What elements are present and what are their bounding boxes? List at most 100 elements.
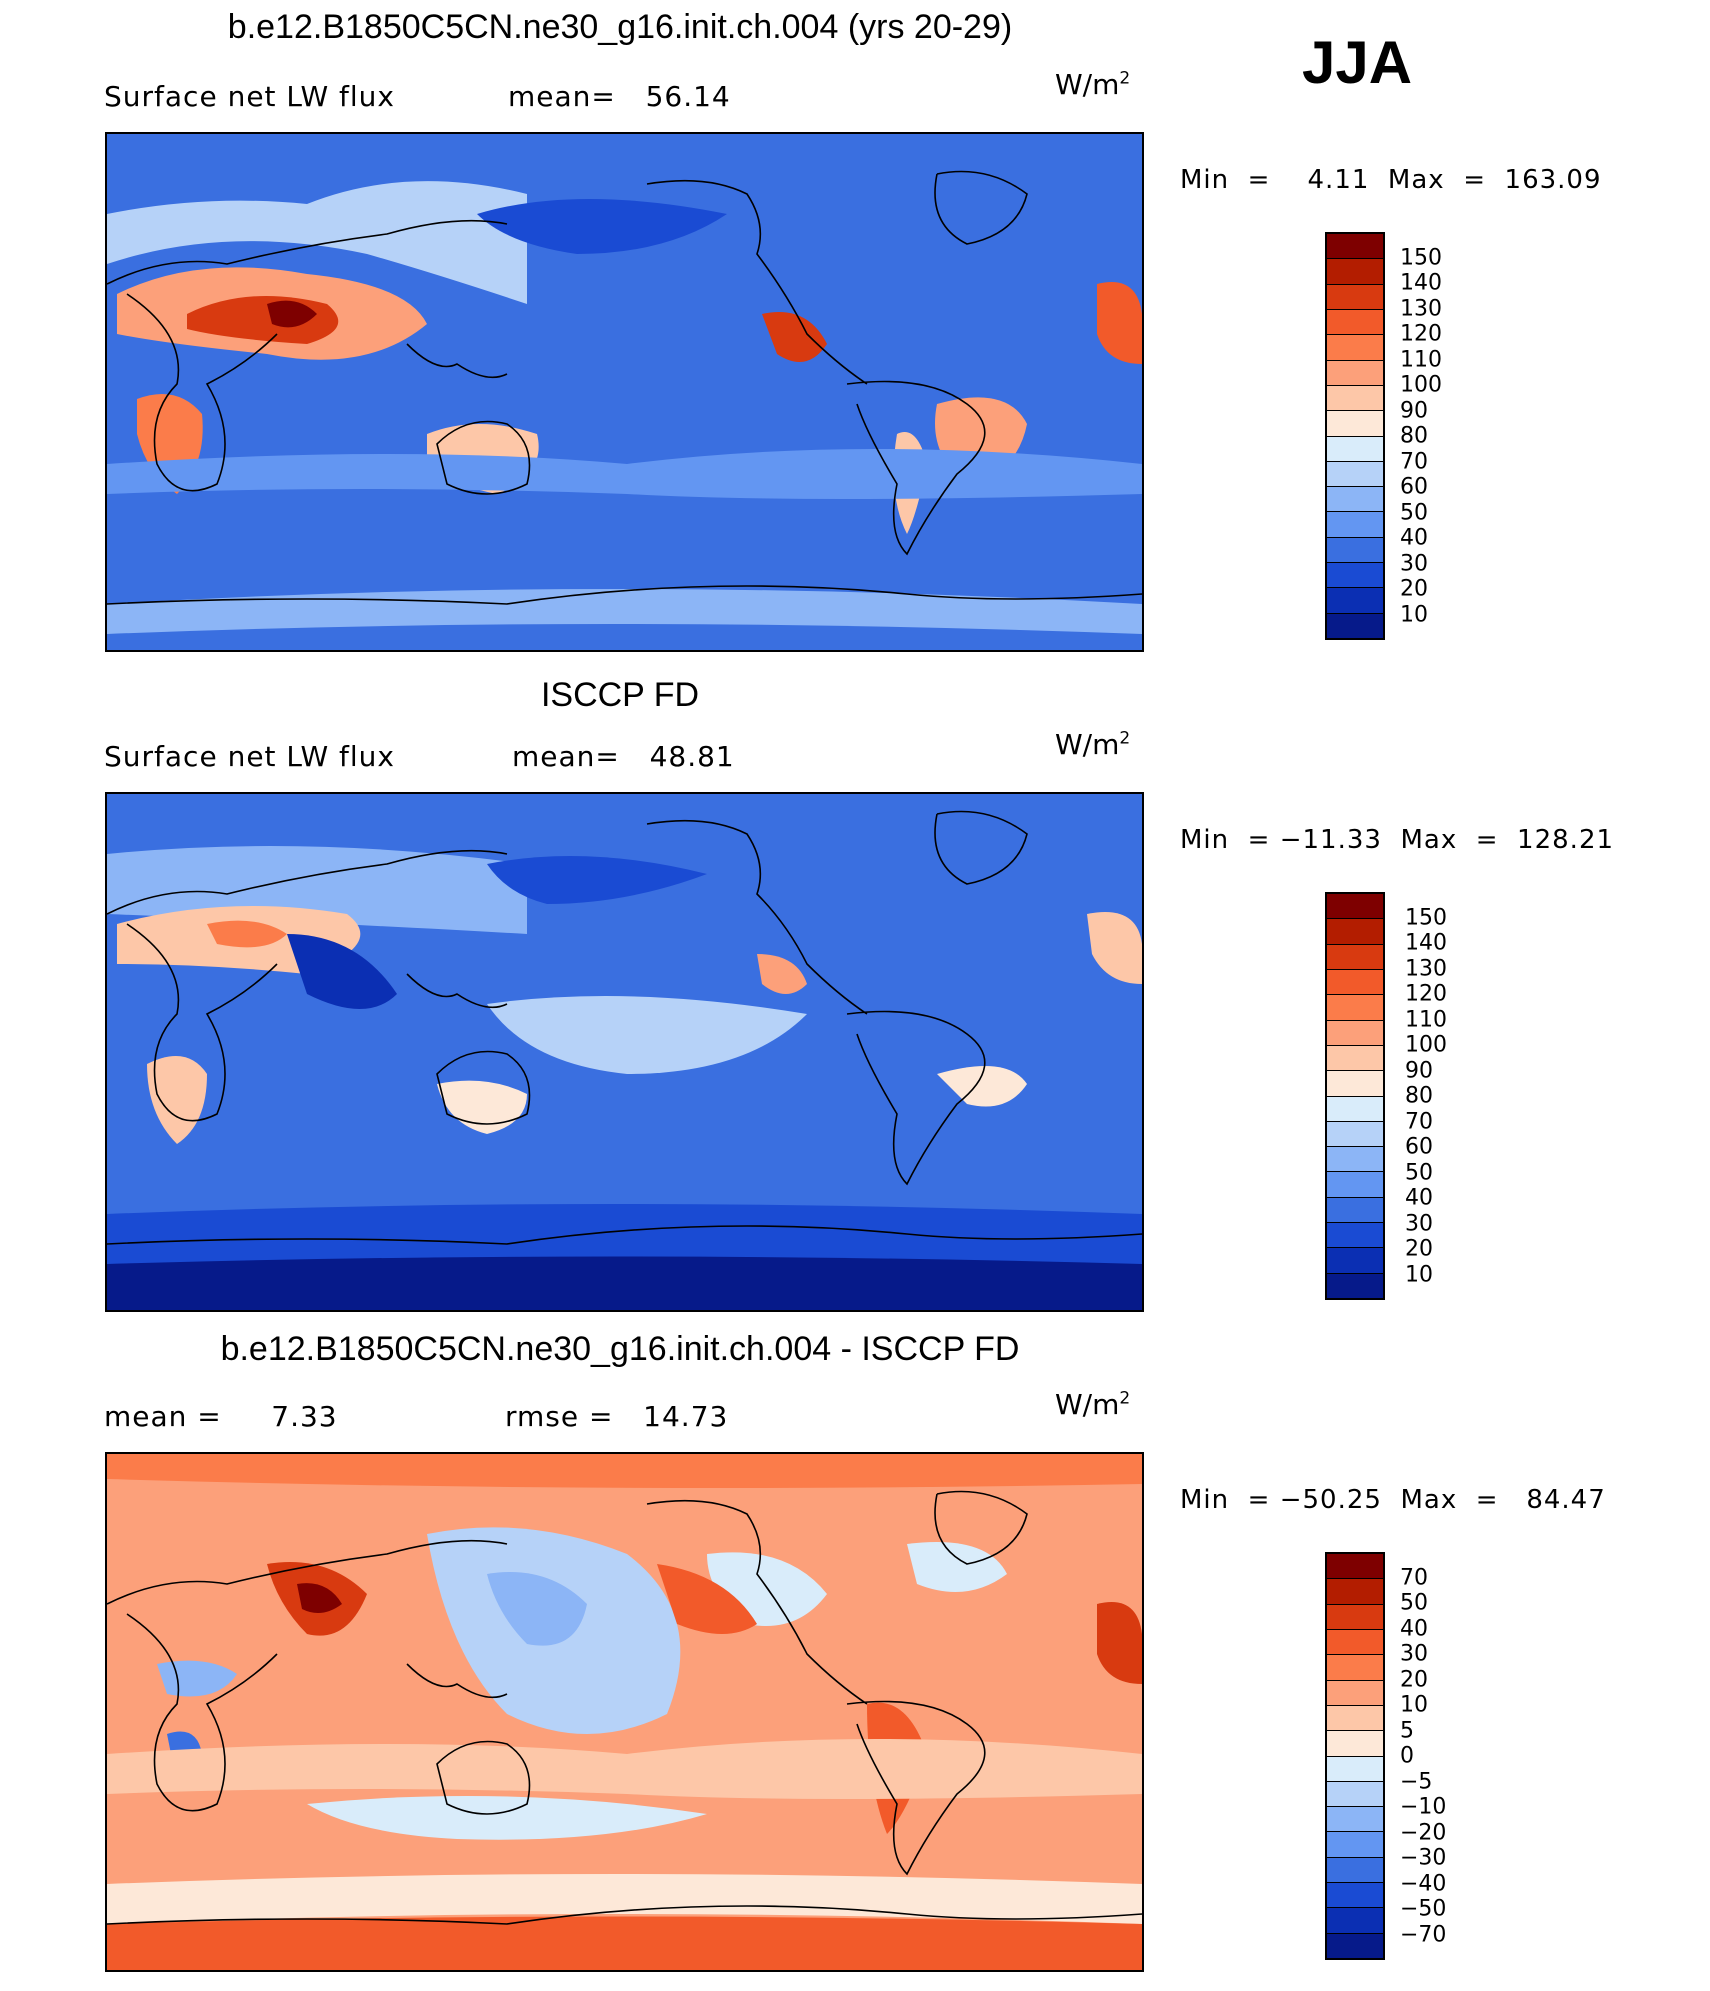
colorbar-level-label: 90: [1400, 398, 1428, 423]
colorbar-level-label: 60: [1400, 474, 1428, 500]
colorbar-level-label: 10: [1400, 602, 1428, 627]
colorbar-swatch: [1327, 1832, 1383, 1858]
panel-2-title: ISCCP FD: [540, 676, 700, 714]
panel-2-mean: mean= 48.81: [512, 740, 735, 773]
colorbar-swatch: [1327, 1045, 1383, 1072]
colorbar-level-label: 100: [1405, 1032, 1447, 1058]
colorbar-level-label: 0: [1400, 1743, 1414, 1769]
colorbar-swatch: [1327, 1121, 1383, 1148]
colorbar-swatch: [1327, 1197, 1383, 1224]
colorbar-swatch: [1327, 1248, 1383, 1274]
colorbar-swatch: [1327, 461, 1383, 488]
colorbar-swatch: [1327, 1781, 1383, 1808]
colorbar-swatch: [1327, 1705, 1383, 1732]
panel-1-colorbar-labels: 150 140 130 120 110 100 90 80 70 60 50 40 30 20 10: [1400, 232, 1480, 640]
colorbar-swatch: [1327, 385, 1383, 412]
colorbar-swatch: [1327, 919, 1383, 945]
colorbar-swatch: [1327, 1020, 1383, 1046]
panel-1-colorbar: [1325, 232, 1385, 640]
panel-3-rmse: rmse = 14.73: [505, 1400, 729, 1433]
colorbar-swatch: [1327, 613, 1383, 638]
colorbar-level-label: 120: [1400, 321, 1442, 347]
panel-1-title: b.e12.B1850C5CN.ne30_g16.init.ch.004 (yr…: [227, 8, 1013, 46]
colorbar-level-label: 80: [1405, 1083, 1433, 1109]
panel-3-unit: W/m2: [1055, 1388, 1131, 1421]
colorbar-swatch: [1327, 1172, 1383, 1198]
colorbar-swatch: [1327, 1096, 1383, 1122]
colorbar-swatch: [1327, 1857, 1383, 1884]
colorbar-level-label: 110: [1405, 1007, 1447, 1032]
colorbar-swatch: [1327, 1908, 1383, 1934]
panel-2-unit: W/m2: [1055, 728, 1131, 761]
colorbar-level-label: 30: [1400, 551, 1428, 576]
colorbar-level-label: −20: [1400, 1820, 1447, 1845]
colorbar-swatch: [1327, 512, 1383, 538]
colorbar-swatch: [1327, 588, 1383, 614]
colorbar-swatch: [1327, 1933, 1383, 1958]
colorbar-level-label: 40: [1400, 1616, 1428, 1641]
colorbar-swatch: [1327, 335, 1383, 361]
colorbar-swatch: [1327, 1147, 1383, 1173]
colorbar-swatch: [1327, 360, 1383, 386]
colorbar-swatch: [1327, 537, 1383, 564]
panel-3-map: [105, 1452, 1144, 1972]
colorbar-swatch: [1327, 1655, 1383, 1681]
colorbar-level-label: 50: [1405, 1160, 1433, 1185]
colorbar-swatch: [1327, 1554, 1383, 1580]
panel-1-minmax: Min = 4.11 Max = 163.09: [1180, 165, 1602, 195]
panel-3-title: b.e12.B1850C5CN.ne30_g16.init.ch.004 - I…: [220, 1330, 1020, 1368]
panel-2-minmax: Min = −11.33 Max = 128.21: [1180, 825, 1615, 855]
colorbar-swatch: [1327, 1756, 1383, 1782]
colorbar-level-label: 150: [1405, 905, 1447, 930]
colorbar-level-label: 70: [1405, 1109, 1433, 1134]
colorbar-swatch: [1327, 487, 1383, 513]
colorbar-swatch: [1327, 284, 1383, 310]
colorbar-level-label: 40: [1405, 1185, 1433, 1211]
panel-3-colorbar-labels: 70 50 40 30 20 10 5 0 −5 −10 −20 −30 −40 −50 −70: [1400, 1552, 1480, 1960]
colorbar-level-label: −30: [1400, 1845, 1447, 1871]
colorbar-level-label: 40: [1400, 525, 1428, 551]
panel-2-map: [105, 792, 1144, 1312]
colorbar-level-label: 100: [1400, 372, 1442, 398]
colorbar-level-label: −70: [1400, 1922, 1447, 1947]
panel-2-variable: Surface net LW flux: [104, 740, 395, 773]
colorbar-swatch: [1327, 1883, 1383, 1909]
colorbar-swatch: [1327, 1604, 1383, 1630]
colorbar-swatch: [1327, 1807, 1383, 1833]
colorbar-swatch: [1327, 259, 1383, 285]
colorbar-level-label: 130: [1405, 956, 1447, 981]
colorbar-swatch: [1327, 995, 1383, 1021]
colorbar-level-label: −50: [1400, 1896, 1447, 1922]
season-label: JJA: [1302, 29, 1413, 96]
panel-2-colorbar-labels: 150 140 130 120 110 100 90 80 70 60 50 40 30 20 10: [1405, 892, 1485, 1300]
colorbar-level-label: 70: [1400, 449, 1428, 474]
colorbar-level-label: 30: [1405, 1211, 1433, 1236]
colorbar-swatch: [1327, 944, 1383, 970]
colorbar-level-label: 140: [1400, 270, 1442, 296]
panel-1-variable: Surface net LW flux: [104, 80, 395, 113]
colorbar-level-label: 80: [1400, 423, 1428, 449]
colorbar-swatch: [1327, 894, 1383, 920]
colorbar-level-label: 5: [1400, 1718, 1414, 1743]
colorbar-level-label: 140: [1405, 930, 1447, 956]
colorbar-level-label: −40: [1400, 1871, 1447, 1896]
colorbar-swatch: [1327, 1071, 1383, 1097]
panel-2-colorbar: [1325, 892, 1385, 1300]
colorbar-level-label: 50: [1400, 500, 1428, 525]
colorbar-level-label: 20: [1400, 576, 1428, 602]
colorbar-swatch: [1327, 1223, 1383, 1249]
colorbar-swatch: [1327, 563, 1383, 589]
colorbar-swatch: [1327, 1731, 1383, 1757]
colorbar-level-label: 10: [1405, 1262, 1433, 1287]
colorbar-swatch: [1327, 1273, 1383, 1298]
colorbar-level-label: 150: [1400, 245, 1442, 270]
colorbar-level-label: 60: [1405, 1134, 1433, 1160]
colorbar-level-label: −5: [1400, 1769, 1433, 1794]
panel-3-mean: mean = 7.33: [104, 1400, 338, 1433]
panel-3-minmax: Min = −50.25 Max = 84.47: [1180, 1485, 1606, 1515]
panel-1-map: [105, 132, 1144, 652]
colorbar-level-label: 50: [1400, 1590, 1428, 1616]
colorbar-swatch: [1327, 234, 1383, 260]
colorbar-level-label: 70: [1400, 1565, 1428, 1590]
colorbar-level-label: 120: [1405, 981, 1447, 1007]
